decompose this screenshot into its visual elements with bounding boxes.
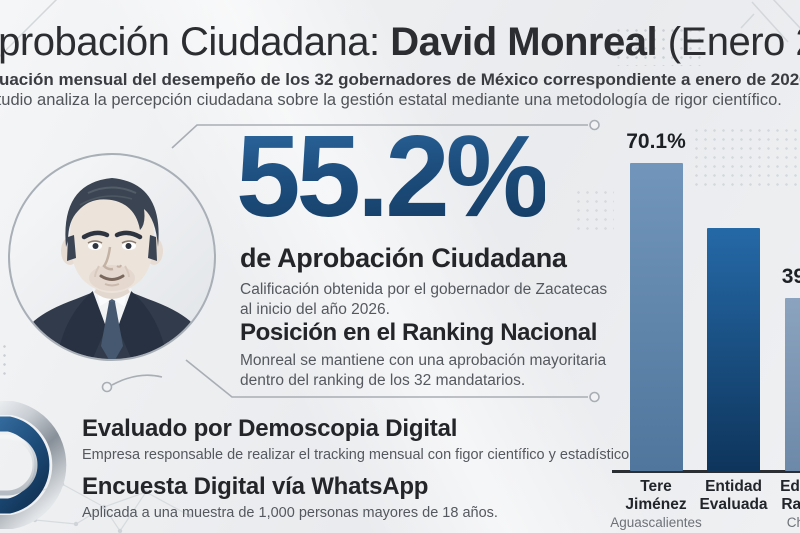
- bar-name: Evaluada: [699, 495, 768, 513]
- subtitle-bold: Evaluación mensual del desempeño de los …: [0, 70, 800, 89]
- survey-description: Aplicada a una muestra de 1,000 personas…: [82, 505, 498, 521]
- circuit-node-icon: [589, 391, 600, 403]
- bar-value-label: 39.4%: [781, 265, 800, 288]
- bar-category-label: EduardoRamírezChiapas: [742, 478, 800, 530]
- bar-name: Entidad: [705, 478, 762, 495]
- dot-grid-pattern: [692, 126, 798, 188]
- bar-tere-jiménez: [629, 163, 683, 471]
- title-prefix: Aprobación Ciudadana:: [0, 20, 391, 64]
- bar-entidad-evaluada: [707, 228, 760, 471]
- bar-region: Aguascalientes: [610, 514, 702, 530]
- circuit-node-icon: [101, 381, 113, 393]
- bar-eduardo-ramírez: [785, 298, 800, 471]
- main-title: Aprobación Ciudadana: David Monreal (Ene…: [0, 20, 800, 65]
- bar-region: Chiapas: [786, 514, 800, 530]
- bar-name: Tere: [640, 478, 672, 495]
- approval-label: de Aprobación Ciudadana: [240, 243, 567, 273]
- subtitle-regular: El estudio analiza la percepción ciudada…: [0, 91, 782, 109]
- dot-grid-pattern: [574, 188, 614, 234]
- bar-category-label: Tere Jiménez Aguascalientes: [586, 478, 726, 530]
- title-suffix: (Enero 2026): [667, 20, 800, 64]
- survey-title: Encuesta Digital vía WhatsApp: [82, 473, 429, 500]
- bar-value-label: 70.1%: [626, 130, 686, 153]
- ranking-title: Posición en el Ranking Nacional: [240, 319, 598, 346]
- ranking-description: Monreal se mantiene con una aprobación m…: [240, 352, 607, 389]
- bar-name: Eduardo: [780, 478, 800, 495]
- governor-portrait-illustration: [8, 153, 216, 361]
- approval-description: Calificación obtenida por el gobernador …: [240, 281, 608, 318]
- bar-name: Ramírez: [781, 495, 800, 513]
- bar-category-label: Entidad Evaluada: [664, 478, 800, 514]
- title-governor-name: David Monreal: [390, 20, 658, 64]
- circuit-node-icon: [589, 119, 600, 131]
- chart-x-axis: [612, 470, 800, 473]
- evaluator-title: Evaluado por Demoscopia Digital: [82, 415, 458, 442]
- approval-value: 55.2%: [236, 111, 549, 241]
- evaluator-description: Empresa responsable de realizar el track…: [82, 447, 634, 463]
- bar-name: Jiménez: [625, 495, 687, 513]
